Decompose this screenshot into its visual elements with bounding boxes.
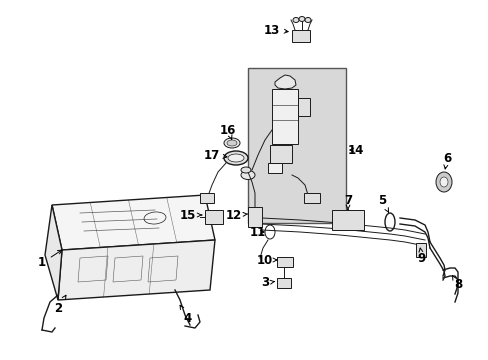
Bar: [269, 145, 291, 163]
Bar: [331, 210, 363, 230]
Text: 12: 12: [225, 208, 247, 221]
Text: 1: 1: [38, 250, 61, 270]
Text: 8: 8: [451, 276, 461, 292]
Ellipse shape: [292, 18, 298, 23]
Bar: [204, 210, 223, 224]
Ellipse shape: [227, 154, 244, 162]
Ellipse shape: [241, 167, 250, 173]
Bar: [247, 207, 262, 227]
Text: 7: 7: [343, 194, 351, 210]
Text: 15: 15: [180, 208, 202, 221]
Bar: [276, 278, 290, 288]
Polygon shape: [58, 240, 215, 300]
Bar: [297, 98, 309, 116]
Ellipse shape: [224, 138, 240, 148]
Text: 11: 11: [249, 225, 265, 239]
Text: 16: 16: [220, 123, 236, 139]
Text: 5: 5: [377, 194, 388, 212]
Ellipse shape: [224, 151, 247, 165]
Ellipse shape: [241, 171, 254, 180]
Ellipse shape: [226, 140, 237, 146]
Ellipse shape: [305, 18, 310, 23]
Bar: [271, 89, 297, 144]
Ellipse shape: [298, 17, 305, 22]
Text: 17: 17: [203, 149, 226, 162]
Ellipse shape: [144, 212, 165, 224]
Text: 10: 10: [256, 253, 276, 266]
Text: 2: 2: [54, 295, 66, 315]
Text: 14: 14: [347, 144, 364, 157]
Polygon shape: [52, 195, 215, 250]
Text: 9: 9: [417, 248, 425, 265]
Text: 3: 3: [261, 276, 274, 289]
Bar: [304, 193, 319, 203]
Ellipse shape: [435, 172, 451, 192]
Bar: [267, 163, 282, 173]
Text: 13: 13: [264, 23, 287, 36]
Bar: [276, 257, 292, 267]
Bar: [247, 68, 346, 223]
Text: 6: 6: [442, 152, 450, 169]
Polygon shape: [45, 205, 62, 300]
Polygon shape: [274, 75, 295, 89]
Bar: [415, 243, 425, 257]
Ellipse shape: [439, 177, 447, 187]
Bar: [291, 30, 309, 42]
Text: 4: 4: [180, 305, 192, 324]
Bar: [200, 193, 214, 203]
